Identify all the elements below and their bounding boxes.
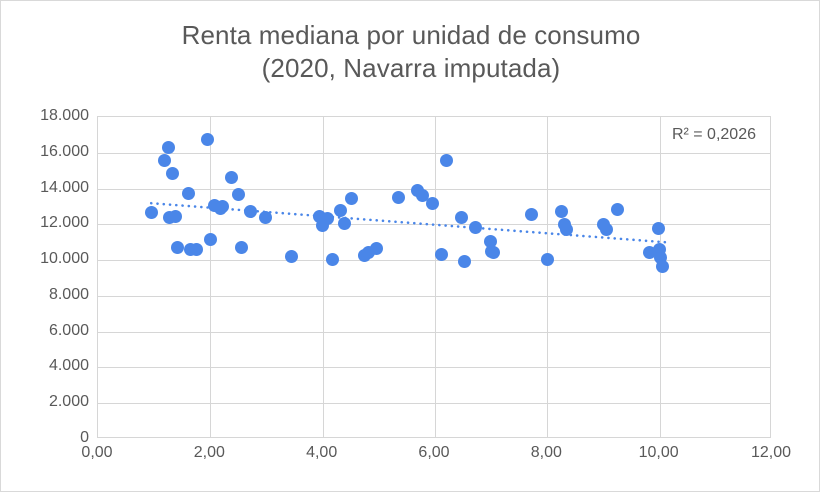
gridline-horizontal	[98, 152, 770, 154]
data-point[interactable]	[611, 202, 625, 216]
gridline-vertical	[435, 117, 436, 437]
gridline-horizontal	[98, 295, 770, 297]
gridline-horizontal	[98, 260, 770, 262]
data-point[interactable]	[169, 209, 182, 223]
y-axis-tick-label: 6.000	[48, 321, 89, 339]
gridline-horizontal	[98, 403, 770, 405]
data-point[interactable]	[416, 189, 430, 203]
gridline-horizontal	[98, 367, 770, 369]
data-point[interactable]	[369, 241, 383, 255]
data-point[interactable]	[244, 205, 258, 219]
x-axis-tick-label: 8,00	[530, 444, 562, 461]
data-point[interactable]	[525, 207, 539, 221]
data-point[interactable]	[540, 252, 554, 266]
data-point[interactable]	[161, 140, 175, 154]
data-point[interactable]	[326, 252, 340, 266]
x-axis-tick-label: 0,00	[81, 444, 113, 461]
data-point[interactable]	[225, 171, 239, 185]
gridline-horizontal	[98, 331, 770, 333]
data-point[interactable]	[643, 245, 657, 259]
x-axis-tick-label: 2,00	[193, 444, 225, 461]
data-point[interactable]	[457, 255, 471, 269]
data-point[interactable]	[652, 222, 666, 236]
data-point[interactable]	[554, 205, 568, 219]
chart-title-line-1: Renta mediana por unidad de consumo	[181, 20, 641, 50]
trendline	[149, 201, 668, 244]
r-squared-annotation: R² = 0,2026	[671, 126, 756, 143]
data-point[interactable]	[157, 154, 171, 168]
y-axis-tick-label: 14.000	[40, 178, 89, 196]
data-point[interactable]	[391, 191, 405, 204]
gridline-vertical	[210, 117, 212, 437]
data-point[interactable]	[483, 234, 497, 248]
y-axis-tick-label: 0	[80, 429, 89, 446]
data-point[interactable]	[144, 206, 158, 220]
data-point[interactable]	[655, 259, 669, 273]
gridline-vertical	[659, 117, 661, 437]
data-point[interactable]	[258, 210, 272, 224]
data-point[interactable]	[285, 250, 299, 264]
data-point[interactable]	[165, 166, 179, 180]
chart-title: Renta mediana por unidad de consumo (202…	[1, 19, 819, 85]
gridline-horizontal	[98, 188, 770, 190]
data-point[interactable]	[182, 186, 196, 200]
data-point[interactable]	[189, 242, 203, 256]
x-axis: 0,00 2,00 4,00 6,00 8,00 10,00 12,00	[81, 444, 791, 470]
data-point[interactable]	[201, 132, 215, 146]
data-point[interactable]	[203, 233, 217, 247]
data-point[interactable]	[234, 241, 248, 255]
data-point[interactable]	[216, 199, 230, 213]
y-axis-tick-label: 18.000	[40, 107, 89, 124]
chart-title-line-2: (2020, Navarra imputada)	[261, 53, 561, 83]
data-point[interactable]	[468, 220, 482, 234]
y-axis-tick-label: 4.000	[48, 357, 89, 375]
data-point[interactable]	[334, 203, 348, 217]
data-point[interactable]	[599, 223, 613, 237]
data-point[interactable]	[439, 154, 453, 168]
x-axis-tick-label: 4,00	[306, 444, 338, 461]
x-axis-tick-label: 10,00	[638, 444, 679, 461]
y-axis: 0 2.000 4.000 6.000 8.000 10.000 12.000 14.000 1…	[1, 108, 89, 446]
y-axis-tick-label: 16.000	[40, 142, 89, 160]
gridline-vertical	[322, 117, 324, 437]
y-axis-tick-label: 10.000	[40, 250, 89, 268]
data-point[interactable]	[345, 191, 359, 205]
data-point[interactable]	[171, 241, 185, 255]
data-point[interactable]	[320, 212, 334, 226]
y-axis-tick-label: 8.000	[48, 285, 89, 303]
data-point[interactable]	[435, 248, 449, 262]
data-points-layer	[98, 117, 770, 437]
data-point[interactable]	[231, 188, 245, 202]
gridline-vertical	[547, 117, 549, 437]
y-axis-tick-label: 2.000	[48, 393, 89, 411]
plot-area: R² = 0,2026	[97, 116, 771, 438]
data-point[interactable]	[455, 210, 469, 224]
data-point[interactable]	[337, 216, 351, 230]
y-axis-tick-label: 12.000	[40, 214, 89, 232]
data-point[interactable]	[487, 245, 501, 259]
data-point[interactable]	[560, 223, 574, 237]
data-point[interactable]	[425, 197, 439, 211]
x-axis-tick-label: 6,00	[418, 444, 450, 461]
x-axis-tick-label: 12,00	[750, 444, 792, 461]
